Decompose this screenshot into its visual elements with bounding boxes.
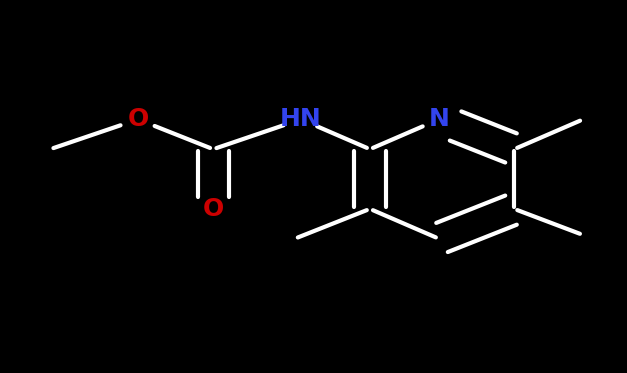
Text: HN: HN (280, 107, 322, 131)
Text: O: O (203, 197, 224, 221)
Text: O: O (127, 107, 149, 131)
Text: N: N (428, 107, 450, 131)
